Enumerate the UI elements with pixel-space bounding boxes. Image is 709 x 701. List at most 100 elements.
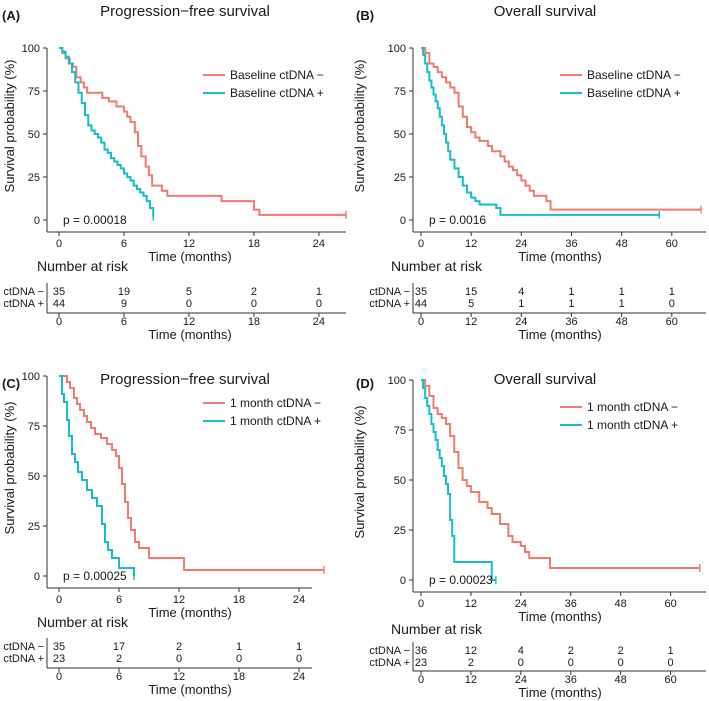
risk-value: 1 (296, 641, 302, 653)
y-axis-label: Survival probability (%) (352, 406, 367, 539)
risk-x-tick-label: 0 (418, 674, 424, 686)
y-tick-label: 25 (28, 172, 40, 184)
risk-value: 1 (619, 298, 625, 310)
risk-value: 23 (53, 653, 65, 665)
risk-table-title: Number at risk (37, 258, 129, 274)
risk-value: 23 (415, 657, 427, 669)
risk-value: 0 (186, 298, 192, 310)
panel-title: Overall survival (494, 3, 597, 20)
y-tick-label: 75 (28, 86, 40, 98)
risk-value: 1 (316, 286, 322, 298)
y-axis-label: Survival probability (%) (2, 60, 17, 193)
y-tick-label: 25 (394, 525, 406, 537)
legend-label: Baseline ctDNA − (587, 68, 681, 82)
legend-label: 1 month ctDNA − (587, 400, 678, 414)
risk-row-label: ctDNA + (3, 298, 44, 310)
risk-value: 19 (118, 286, 130, 298)
legend-label: Baseline ctDNA + (587, 86, 681, 100)
y-tick-label: 50 (28, 471, 40, 483)
legend-label: Baseline ctDNA − (230, 68, 324, 82)
risk-row-label: ctDNA − (3, 641, 44, 653)
risk-x-tick-label: 60 (664, 674, 676, 686)
panel-letter: (B) (356, 8, 374, 23)
x-tick-label: 36 (565, 238, 577, 250)
risk-value: 1 (619, 286, 625, 298)
y-tick-label: 50 (394, 129, 406, 141)
risk-x-axis-label: Time (months) (518, 327, 601, 342)
p-value: p = 0.00023 (429, 573, 493, 587)
p-value: p = 0.00018 (63, 213, 127, 227)
risk-value: 2 (176, 641, 182, 653)
x-tick-label: 24 (293, 594, 305, 606)
km-curve-ctdna-pos (59, 375, 135, 576)
x-tick-label: 6 (121, 238, 127, 250)
panel-letter: (D) (356, 376, 374, 391)
x-tick-label: 18 (248, 238, 260, 250)
km-curve-ctdna-neg (59, 375, 324, 571)
risk-value: 5 (468, 298, 474, 310)
panel-letter: (C) (2, 376, 20, 391)
y-tick-label: 100 (22, 43, 40, 55)
risk-table-title: Number at risk (391, 621, 483, 637)
risk-x-axis-label: Time (months) (148, 682, 231, 697)
x-tick-label: 18 (233, 594, 245, 606)
risk-x-tick-label: 12 (173, 671, 185, 683)
x-tick-label: 0 (56, 238, 62, 250)
risk-x-tick-label: 48 (615, 674, 627, 686)
risk-value: 44 (53, 298, 65, 310)
panel-title: Overall survival (494, 371, 597, 388)
risk-value: 0 (251, 298, 257, 310)
x-tick-label: 60 (664, 598, 676, 610)
risk-x-tick-label: 48 (616, 316, 628, 328)
x-tick-label: 24 (515, 238, 527, 250)
risk-x-tick-label: 24 (515, 316, 527, 328)
risk-value: 1 (236, 641, 242, 653)
risk-x-tick-label: 36 (565, 674, 577, 686)
y-tick-label: 100 (388, 43, 406, 55)
risk-value: 1 (518, 298, 524, 310)
risk-value: 1 (669, 286, 675, 298)
risk-value: 36 (415, 645, 427, 657)
x-tick-label: 0 (418, 598, 424, 610)
panel-c: (C) Progression−free survival Survival pro… (2, 371, 325, 697)
risk-value: 2 (468, 657, 474, 669)
risk-value: 1 (568, 286, 574, 298)
x-tick-label: 12 (465, 238, 477, 250)
risk-value: 2 (618, 645, 624, 657)
risk-row-label: ctDNA + (3, 653, 44, 665)
x-tick-label: 12 (173, 594, 185, 606)
risk-value: 0 (176, 653, 182, 665)
legend-label: 1 month ctDNA + (587, 418, 678, 432)
risk-x-tick-label: 0 (56, 671, 62, 683)
risk-x-tick-label: 12 (465, 674, 477, 686)
y-axis-label: Survival probability (%) (352, 60, 367, 193)
risk-value: 9 (121, 298, 127, 310)
risk-row-label: ctDNA − (369, 645, 410, 657)
risk-x-tick-label: 60 (666, 316, 678, 328)
x-tick-label: 60 (666, 238, 678, 250)
x-axis-label: Time (months) (148, 605, 231, 620)
x-tick-label: 48 (616, 238, 628, 250)
x-tick-label: 12 (183, 238, 195, 250)
x-tick-label: 12 (465, 598, 477, 610)
panel-letter: (A) (2, 8, 20, 23)
x-tick-label: 24 (515, 598, 527, 610)
risk-table-title: Number at risk (391, 258, 483, 274)
risk-row-label: ctDNA − (3, 286, 44, 298)
risk-value: 0 (568, 657, 574, 669)
risk-value: 0 (316, 298, 322, 310)
risk-value: 2 (251, 286, 257, 298)
legend-label: Baseline ctDNA + (230, 86, 324, 100)
y-tick-label: 0 (34, 571, 40, 583)
risk-x-tick-label: 6 (116, 671, 122, 683)
risk-table-title: Number at risk (37, 614, 129, 630)
y-tick-label: 50 (28, 129, 40, 141)
risk-value: 44 (415, 298, 427, 310)
x-tick-label: 6 (116, 594, 122, 606)
legend-label: 1 month ctDNA − (230, 396, 321, 410)
y-tick-label: 0 (400, 575, 406, 587)
risk-x-tick-label: 24 (293, 671, 305, 683)
risk-value: 35 (53, 286, 65, 298)
panel-b: (B) Overall survival Survival probability … (352, 3, 706, 342)
